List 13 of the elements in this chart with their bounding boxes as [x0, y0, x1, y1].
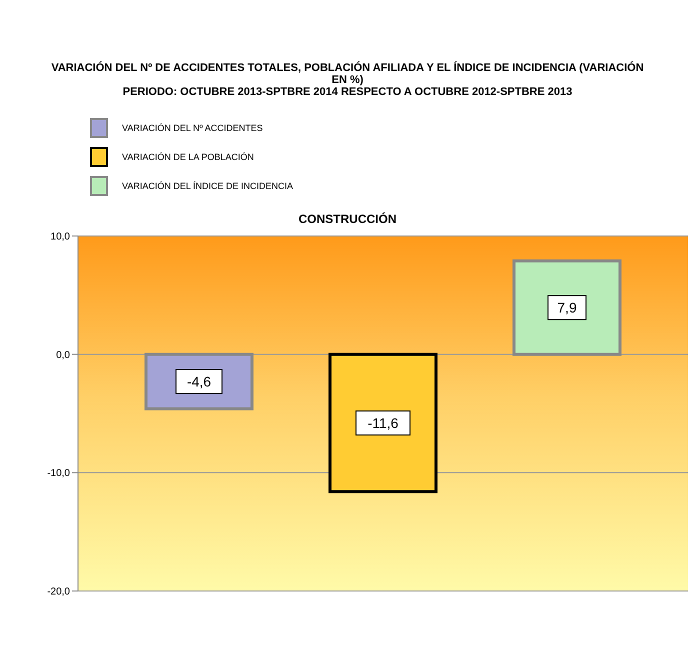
legend-label: VARIACIÓN DEL Nº ACCIDENTES [122, 122, 263, 132]
y-tick-label: 0,0 [56, 350, 70, 361]
legend-label: VARIACIÓN DEL ÍNDICE DE INCIDENCIA [122, 180, 294, 190]
data-label: -4,6 [186, 374, 212, 390]
y-tick-label: 10,0 [50, 232, 70, 243]
legend-label: VARIACIÓN DE LA POBLACIÓN [122, 152, 254, 162]
y-tick-label: -20,0 [47, 586, 70, 598]
data-label: -11,6 [368, 414, 399, 431]
data-label: 7,9 [557, 300, 577, 316]
y-tick-label: -10,0 [47, 468, 70, 480]
chart-subtitle: PERIODO: OCTUBRE 2013-SPTBRE 2014 RESPECTO A OCTUBRE 2012-SPTBRE 2013 [122, 86, 574, 99]
chart-title: VARIACIÓN DEL Nº DE ACCIDENTES TOTALES, POBLACIÓN AFILIADA Y EL ÍNDICE DE INCIDENCIA (VARIACIÓN EN %) [50, 62, 645, 86]
text: CONSTRUCCIÓN [298, 212, 398, 226]
